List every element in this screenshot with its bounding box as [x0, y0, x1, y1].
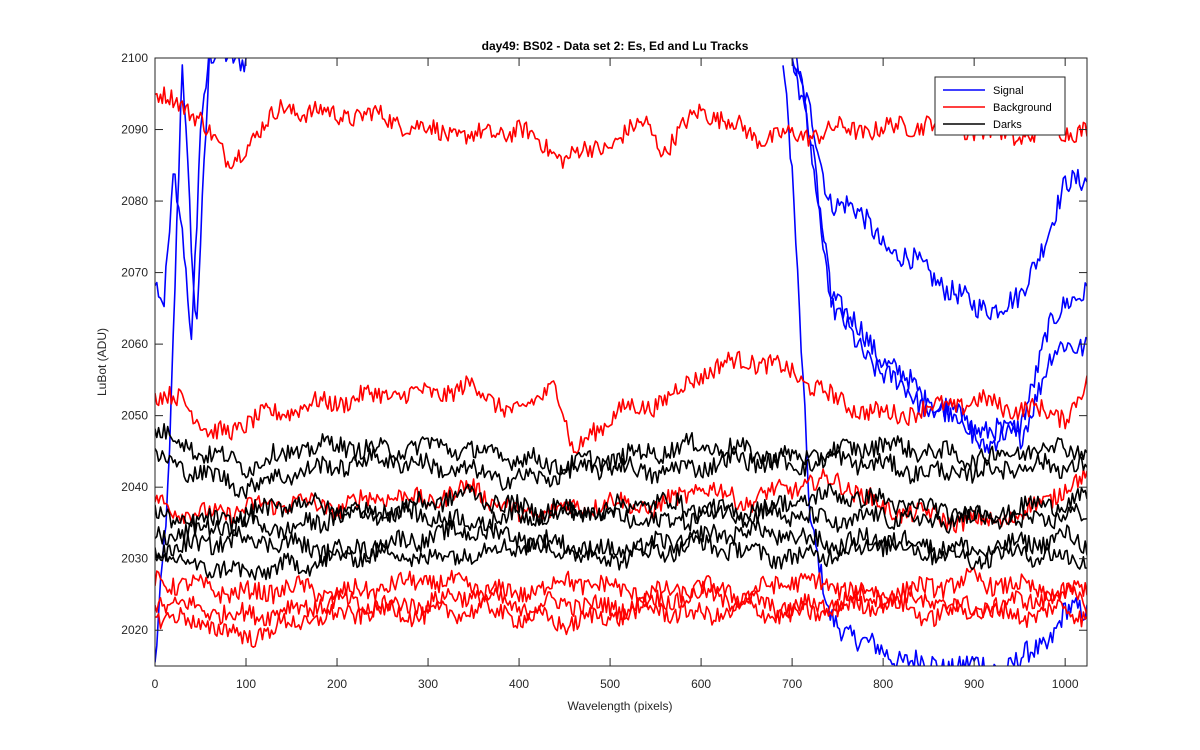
series-line-signal-4: [791, 58, 1087, 454]
legend-label-background: Background: [993, 102, 1052, 114]
legend-box: [934, 76, 1066, 136]
plot-area: 0 100 200 300 400 500 600 700 800 900 1000 2020 203…: [121, 51, 1088, 691]
series-line-signal-2: [782, 65, 1087, 666]
y-tick-label: 2070: [121, 266, 148, 280]
chart-title: day49: BS02 - Data set 2: Es, Ed and Lu …: [482, 39, 749, 53]
y-tick-label: 2060: [121, 337, 148, 351]
series-line-darks-13: [155, 446, 1087, 500]
y-tick-label: 2020: [121, 623, 148, 637]
x-tick-label: 200: [327, 677, 347, 691]
series-line-background-8: [155, 467, 1087, 534]
series-line-signal-3: [791, 58, 1087, 321]
series-line-darks-16: [155, 517, 1087, 564]
x-axis-label: Wavelength (pixels): [568, 699, 673, 713]
series-line-darks-14: [155, 483, 1087, 533]
series-line-background-6: [155, 86, 1087, 170]
series-line-background-9: [155, 567, 1087, 608]
x-tick-label: 500: [600, 677, 620, 691]
plot-background: [155, 58, 1087, 666]
series-line-darks-17: [155, 534, 1087, 581]
legend-label-signal: Signal: [993, 85, 1024, 97]
y-tick-label: 2090: [121, 123, 148, 137]
series-line-signal-0: [155, 58, 247, 663]
y-tick-label: 2030: [121, 552, 148, 566]
plot-frame: [154, 57, 1088, 667]
x-tick-label: 1000: [1052, 677, 1079, 691]
series-line-background-11: [155, 593, 1087, 649]
legend-label-darks: Darks: [993, 119, 1022, 131]
y-axis-label: LuBot (ADU): [95, 328, 109, 396]
series-layer: [155, 58, 1087, 666]
x-tick-label: 900: [964, 677, 984, 691]
y-tick-label: 2080: [121, 194, 148, 208]
x-tick-label: 300: [418, 677, 438, 691]
x-tick-label: 600: [691, 677, 711, 691]
y-axis-ticks: 2020 2030 2040 2050 2060 2070 2080 2090 2100: [121, 51, 1087, 637]
series-line-background-7: [155, 350, 1087, 455]
x-tick-label: 700: [782, 677, 802, 691]
series-line-signal-5: [795, 58, 1087, 450]
y-tick-label: 2100: [121, 51, 148, 65]
series-line-darks-15: [155, 497, 1087, 546]
x-axis-ticks: 0 100 200 300 400 500 600 700 800 900 1000: [152, 58, 1079, 691]
x-tick-label: 400: [509, 677, 529, 691]
x-tick-label: 100: [236, 677, 256, 691]
legend: Signal Background Darks: [934, 76, 1066, 136]
x-tick-label: 0: [152, 677, 159, 691]
x-tick-label: 800: [873, 677, 893, 691]
series-line-signal-1: [155, 58, 210, 341]
series-line-background-10: [155, 580, 1087, 627]
y-tick-label: 2040: [121, 480, 148, 494]
y-tick-label: 2050: [121, 409, 148, 423]
series-line-darks-12: [155, 422, 1087, 479]
